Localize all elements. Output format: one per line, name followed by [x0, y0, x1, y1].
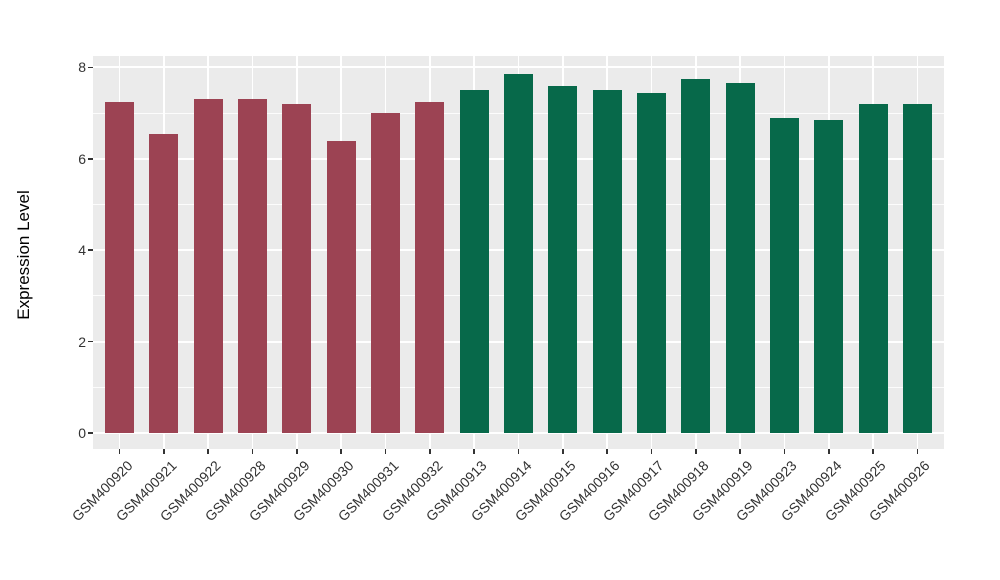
x-tick-mark-GSM400921: [163, 449, 165, 454]
x-tick-mark-GSM400914: [517, 449, 520, 454]
bar-GSM400919: [725, 83, 755, 433]
x-tick-mark-GSM400917: [650, 449, 653, 454]
x-tick-mark-GSM400923: [783, 449, 786, 454]
bar-GSM400925: [858, 103, 888, 433]
x-tick-mark-GSM400924: [827, 449, 830, 454]
y-tick-label-4: 4: [78, 242, 86, 259]
x-tick-mark-GSM400930: [340, 449, 342, 454]
x-tick-mark-GSM400920: [118, 449, 121, 454]
x-tick-mark-GSM400932: [429, 449, 431, 454]
y-tick-mark-2: [88, 340, 93, 343]
bar-GSM400928: [238, 99, 268, 433]
bar-GSM400923: [769, 117, 799, 433]
bar-GSM400929: [282, 103, 312, 433]
y-tick-mark-8: [88, 66, 93, 69]
x-tick-mark-GSM400929: [296, 449, 298, 454]
bar-GSM400926: [902, 103, 932, 433]
y-tick-mark-6: [88, 158, 93, 160]
x-tick-mark-GSM400928: [251, 449, 254, 454]
bar-GSM400914: [504, 74, 533, 433]
bar-GSM400920: [105, 101, 135, 433]
x-tick-mark-GSM400918: [694, 449, 697, 454]
bar-GSM400917: [636, 92, 666, 433]
bar-GSM400932: [415, 101, 445, 433]
x-tick-mark-GSM400919: [739, 449, 741, 454]
bar-GSM400922: [193, 99, 223, 433]
x-tick-mark-GSM400926: [916, 449, 919, 454]
bar-GSM400915: [548, 85, 578, 433]
y-tick-label-8: 8: [78, 59, 86, 76]
y-tick-label-0: 0: [78, 425, 86, 441]
x-tick-mark-GSM400922: [207, 449, 210, 454]
y-axis-title: Expression Level: [14, 190, 33, 320]
bar-GSM400913: [459, 90, 489, 433]
y-tick-label-6: 6: [78, 150, 86, 167]
x-tick-mark-GSM400915: [562, 449, 564, 454]
bar-GSM400921: [149, 133, 179, 433]
x-tick-mark-GSM400913: [473, 449, 475, 454]
x-tick-mark-GSM400931: [384, 449, 387, 454]
y-tick-label-2: 2: [78, 333, 86, 350]
plot-panel: [93, 56, 944, 449]
bar-GSM400931: [371, 113, 401, 433]
bar-GSM400924: [814, 119, 844, 433]
bar-GSM400916: [592, 90, 622, 433]
x-tick-mark-GSM400925: [872, 449, 874, 454]
bar-GSM400930: [326, 140, 356, 433]
bar-GSM400918: [681, 78, 711, 433]
y-tick-mark-4: [88, 249, 93, 251]
y-tick-mark-0: [88, 432, 93, 434]
x-tick-mark-GSM400916: [606, 449, 608, 454]
